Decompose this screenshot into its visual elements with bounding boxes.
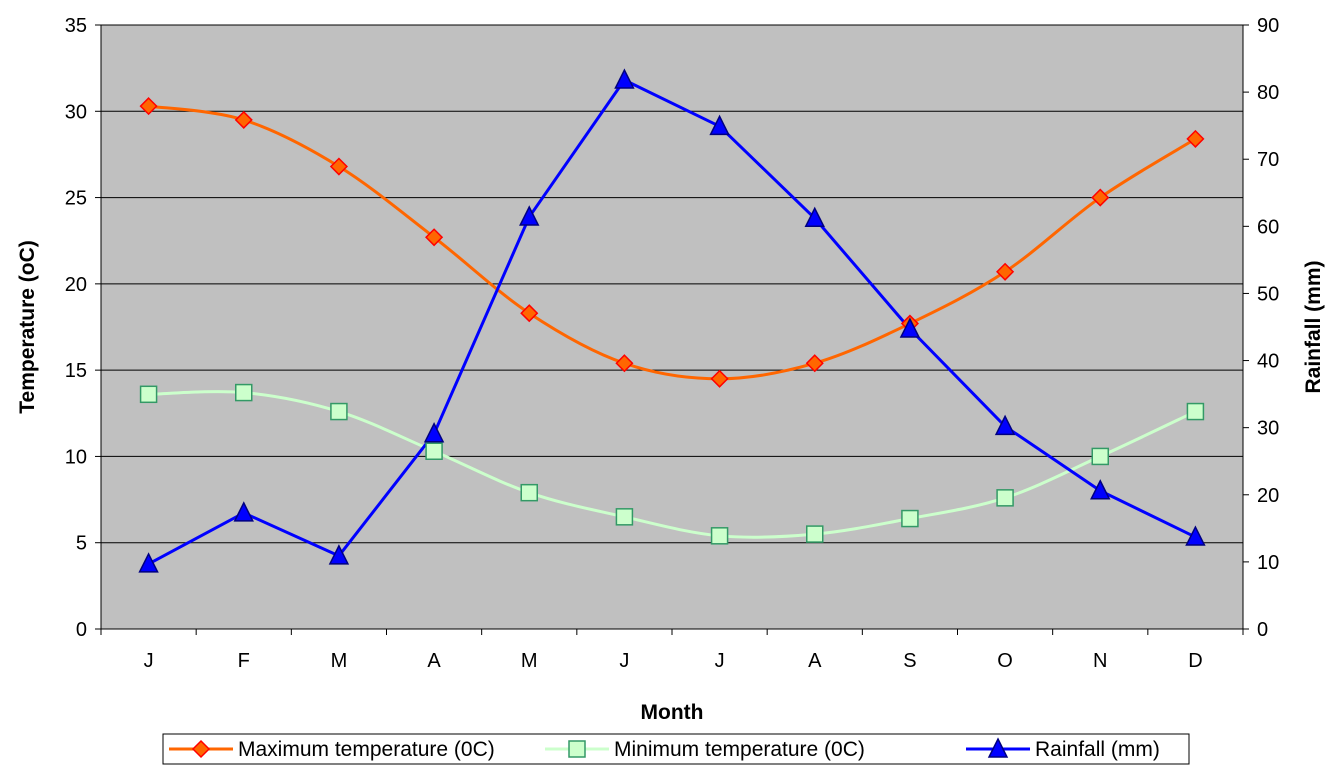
legend-rainfall-label: Rainfall (mm) [1035,738,1160,761]
y2-tick-label: 50 [1257,283,1279,305]
legend-min-temp-label: Minimum temperature (0C) [614,738,865,761]
x-tick-label: O [997,650,1013,672]
legend-item-min-temp: Minimum temperature (0C) [545,738,865,761]
x-tick-label: A [808,650,822,672]
y2-tick-label: 90 [1257,15,1279,37]
x-tick-label: J [715,650,725,672]
y2-tick-label: 40 [1257,351,1279,373]
point-max-temp [1091,188,1110,207]
y2-axis-title: Rainfall (mm) [1302,260,1325,393]
y2-tick-label: 20 [1257,485,1279,507]
point-rainfall [614,68,635,89]
point-min-temp [1091,447,1109,466]
y-tick-label: 20 [65,274,87,296]
x-tick-label: M [331,650,348,672]
legend-min-temp-square-icon [568,740,586,758]
y-tick-label: 10 [65,446,87,468]
y-tick-label: 5 [76,533,87,555]
y2-tick-label: 60 [1257,216,1279,238]
y-tick-label: 0 [76,619,87,641]
point-rainfall [519,205,540,226]
point-max-temp [425,228,444,247]
x-tick-label: M [521,650,538,672]
legend: Maximum temperature (0C) Minimum tempera… [162,733,1190,765]
point-max-temp [329,157,348,176]
x-tick-label: A [427,650,441,672]
point-rainfall [138,552,159,573]
point-min-temp [996,489,1014,507]
point-max-temp [710,369,729,388]
point-rainfall [804,206,825,228]
y2-tick-label: 10 [1257,552,1279,574]
gridlines [101,24,1243,544]
point-min-temp [330,402,348,421]
point-rainfall [328,544,350,565]
legend-rainfall-triangle-icon [987,737,1009,758]
axes [95,24,1249,635]
point-rainfall [233,501,254,522]
y2-tick-label: 70 [1257,149,1279,171]
point-rainfall [1185,525,1206,546]
y-tick-label: 30 [65,101,87,123]
point-rainfall [1090,479,1111,500]
y-axis-title: Temperature (oC) [16,240,39,413]
legend-max-temp-label: Maximum temperature (0C) [238,738,495,761]
series-markers [138,68,1206,573]
legend-item-max-temp: Maximum temperature (0C) [169,738,495,761]
legend-item-rainfall: Rainfall (mm) [966,737,1160,761]
x-tick-label: S [903,650,916,672]
point-min-temp [901,509,919,528]
point-min-temp [520,483,538,502]
point-max-temp [520,304,539,323]
point-rainfall [899,317,921,338]
point-max-temp [139,97,158,116]
x-tick-label: N [1093,650,1107,672]
point-min-temp [425,442,443,461]
point-max-temp [996,262,1015,281]
point-max-temp [234,110,253,129]
x-tick-label: F [238,650,250,672]
x-axis-title: Month [641,701,704,724]
point-rainfall [709,114,730,136]
point-min-temp [615,508,634,526]
legend-max-temp-diamond-icon [191,739,211,759]
point-max-temp [615,354,634,373]
point-min-temp [710,527,729,545]
y2-tick-label: 80 [1257,82,1279,104]
y-tick-label: 25 [65,188,87,210]
point-min-temp [235,383,253,402]
series-line-rainfall [147,78,1197,566]
point-rainfall [423,422,445,443]
y-tick-label: 15 [65,360,87,382]
y-tick-label: 35 [65,15,87,37]
x-tick-label: J [144,650,154,672]
point-min-temp [139,385,158,404]
point-min-temp [806,525,824,543]
x-tick-label: J [619,650,629,672]
plot-area [100,24,1244,630]
point-min-temp [1186,402,1205,421]
tick-labels: 0 5 10 15 20 25 30 35 0 10 20 30 40 50 60 70 80 90 J F M A M J J… [65,15,1280,672]
y2-tick-label: 0 [1257,619,1268,641]
y2-tick-label: 30 [1257,418,1279,440]
point-rainfall [994,414,1016,436]
point-max-temp [1186,129,1205,148]
x-tick-label: D [1188,650,1202,672]
point-max-temp [805,354,824,373]
